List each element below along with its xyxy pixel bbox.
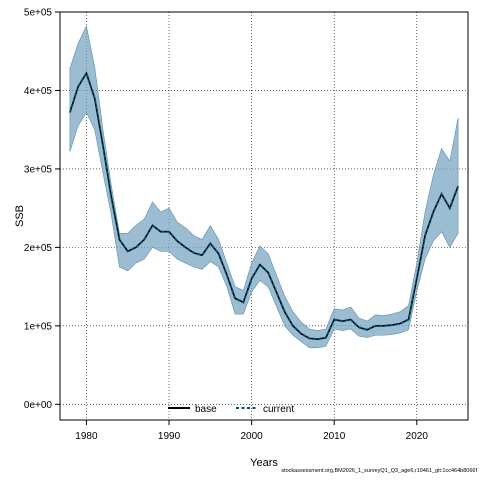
x-tick-label: 2000 <box>240 431 263 442</box>
legend-label-base: base <box>195 404 217 415</box>
y-tick-label: 2e+05 <box>24 243 53 254</box>
y-tick-label: 4e+05 <box>24 86 53 97</box>
y-tick-label: 5e+05 <box>24 8 53 19</box>
x-tick-label: 1980 <box>75 431 98 442</box>
y-tick-label: 0e+00 <box>24 400 53 411</box>
x-tick-label: 2010 <box>323 431 346 442</box>
x-axis: 1980 1990 2000 2010 2020 <box>75 420 428 442</box>
series-line-base <box>69 71 459 340</box>
plot-frame <box>59 11 469 421</box>
x-axis-label: Years <box>250 457 278 469</box>
y-tick-label: 1e+05 <box>24 321 53 332</box>
y-axis-label: SSB <box>14 205 26 227</box>
series-line-current <box>68 70 460 341</box>
y-axis: 0e+00 1e+05 2e+05 3e+05 4e+05 5e+05 <box>24 8 60 411</box>
legend: base current <box>168 404 294 415</box>
y-tick-label: 3e+05 <box>24 164 53 175</box>
legend-label-current: current <box>263 404 294 415</box>
data-points <box>69 72 460 340</box>
footnote: stockassessment.org,BM2026_1_surveyQ1_Q3… <box>281 468 477 474</box>
grid <box>60 11 468 420</box>
x-tick-label: 1990 <box>158 431 181 442</box>
confidence-band <box>69 25 459 349</box>
x-tick-label: 2020 <box>406 431 429 442</box>
